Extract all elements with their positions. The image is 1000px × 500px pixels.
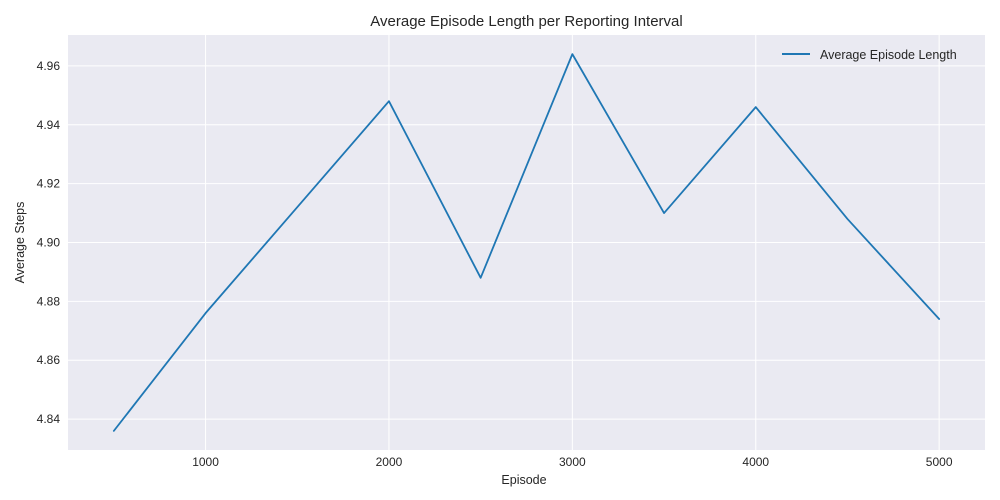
y-tick-label: 4.90 [37, 236, 61, 250]
x-tick-label: 1000 [192, 455, 219, 469]
series-layer [112, 53, 941, 432]
y-tick-label: 4.92 [37, 177, 61, 191]
x-tick-label: 4000 [742, 455, 769, 469]
x-tick-label: 5000 [926, 455, 953, 469]
y-tick-label: 4.84 [37, 412, 61, 426]
legend: Average Episode Length [782, 48, 957, 62]
legend-label: Average Episode Length [820, 48, 957, 62]
chart-title: Average Episode Length per Reporting Int… [370, 13, 682, 30]
tick-labels: 1000 2000 3000 4000 5000 4.84 4.86 4.88 4.90 4.92… [37, 59, 953, 469]
y-tick-label: 4.86 [37, 353, 61, 367]
x-tick-label: 3000 [559, 455, 586, 469]
grid-lines [68, 35, 985, 450]
y-axis-label: Average Steps [13, 202, 27, 284]
y-tick-label: 4.88 [37, 294, 61, 308]
y-tick-label: 4.96 [37, 59, 61, 73]
series-line [112, 53, 941, 432]
x-tick-label: 2000 [376, 455, 403, 469]
x-axis-label: Episode [501, 473, 546, 487]
y-tick-label: 4.94 [37, 118, 61, 132]
